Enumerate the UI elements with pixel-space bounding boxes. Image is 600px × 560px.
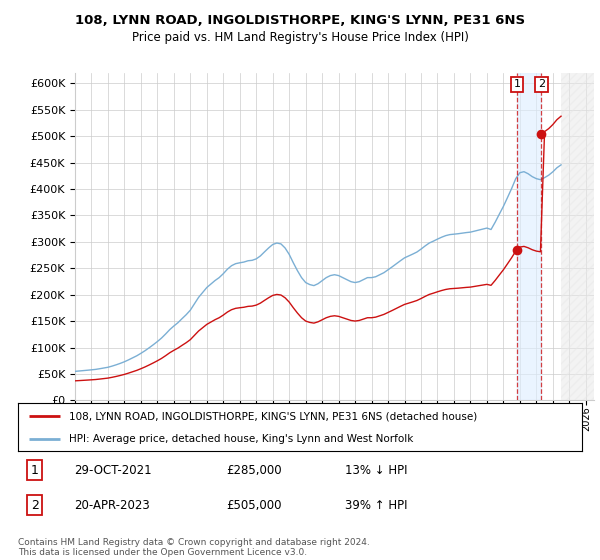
Bar: [517, 73, 541, 400]
Text: 20-APR-2023: 20-APR-2023: [74, 498, 150, 511]
Text: HPI: Average price, detached house, King's Lynn and West Norfolk: HPI: Average price, detached house, King…: [69, 434, 413, 444]
Text: 29-OCT-2021: 29-OCT-2021: [74, 464, 152, 477]
Text: 2: 2: [538, 80, 545, 90]
Text: Contains HM Land Registry data © Crown copyright and database right 2024.
This d: Contains HM Land Registry data © Crown c…: [18, 538, 370, 557]
Text: £505,000: £505,000: [227, 498, 282, 511]
Text: Price paid vs. HM Land Registry's House Price Index (HPI): Price paid vs. HM Land Registry's House …: [131, 31, 469, 44]
Bar: [561, 73, 594, 400]
Text: 13% ↓ HPI: 13% ↓ HPI: [345, 464, 407, 477]
Text: 2: 2: [31, 498, 39, 511]
Text: 39% ↑ HPI: 39% ↑ HPI: [345, 498, 407, 511]
Text: 1: 1: [514, 80, 521, 90]
Text: 108, LYNN ROAD, INGOLDISTHORPE, KING'S LYNN, PE31 6NS: 108, LYNN ROAD, INGOLDISTHORPE, KING'S L…: [75, 14, 525, 27]
Text: 1: 1: [31, 464, 39, 477]
Text: 108, LYNN ROAD, INGOLDISTHORPE, KING'S LYNN, PE31 6NS (detached house): 108, LYNN ROAD, INGOLDISTHORPE, KING'S L…: [69, 411, 477, 421]
Text: £285,000: £285,000: [227, 464, 283, 477]
